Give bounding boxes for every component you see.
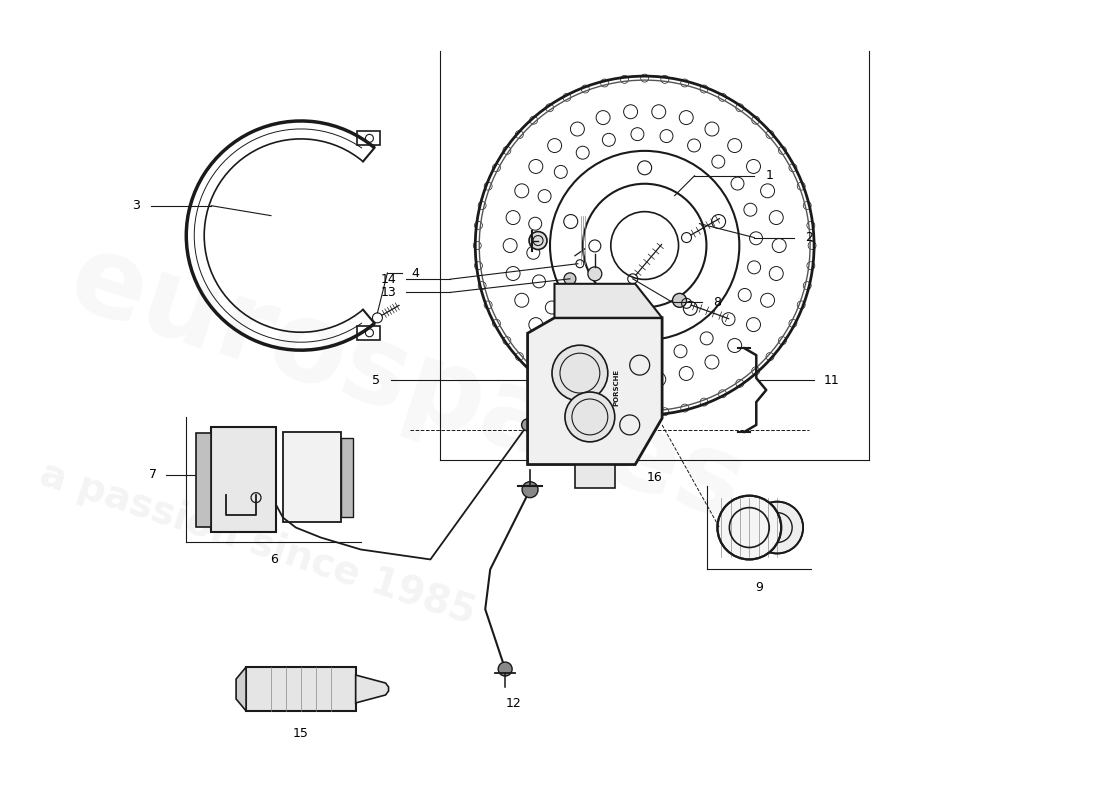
Text: 11: 11 <box>824 374 840 386</box>
Polygon shape <box>341 438 353 517</box>
Circle shape <box>529 231 547 250</box>
Text: 1: 1 <box>766 170 773 182</box>
Text: 16: 16 <box>647 471 662 484</box>
Text: a passion since 1985: a passion since 1985 <box>35 455 480 632</box>
Circle shape <box>552 345 608 401</box>
Polygon shape <box>575 465 615 488</box>
Text: 14: 14 <box>381 273 396 286</box>
Polygon shape <box>211 427 276 532</box>
Circle shape <box>565 392 615 442</box>
Polygon shape <box>236 667 246 711</box>
Polygon shape <box>554 284 662 318</box>
Text: 8: 8 <box>714 296 722 309</box>
Polygon shape <box>283 432 341 522</box>
Text: 9: 9 <box>756 581 763 594</box>
Text: 15: 15 <box>293 727 309 740</box>
Circle shape <box>498 662 513 676</box>
Text: eurospares: eurospares <box>57 225 758 543</box>
Text: 3: 3 <box>132 199 141 212</box>
Text: PORSCHE: PORSCHE <box>614 369 619 406</box>
Circle shape <box>564 273 576 285</box>
Circle shape <box>672 294 686 307</box>
Circle shape <box>751 502 803 554</box>
Text: 7: 7 <box>150 468 157 482</box>
Polygon shape <box>246 667 355 711</box>
Text: 6: 6 <box>270 554 277 566</box>
Circle shape <box>521 419 534 431</box>
Text: 4: 4 <box>411 266 419 279</box>
Circle shape <box>587 267 602 281</box>
Polygon shape <box>196 433 211 527</box>
Text: 12: 12 <box>505 698 521 710</box>
Polygon shape <box>355 675 388 703</box>
Text: 13: 13 <box>381 286 396 299</box>
Text: 2: 2 <box>805 231 813 244</box>
Polygon shape <box>528 318 662 465</box>
Text: 5: 5 <box>372 374 379 386</box>
Circle shape <box>717 496 781 559</box>
Circle shape <box>522 482 538 498</box>
